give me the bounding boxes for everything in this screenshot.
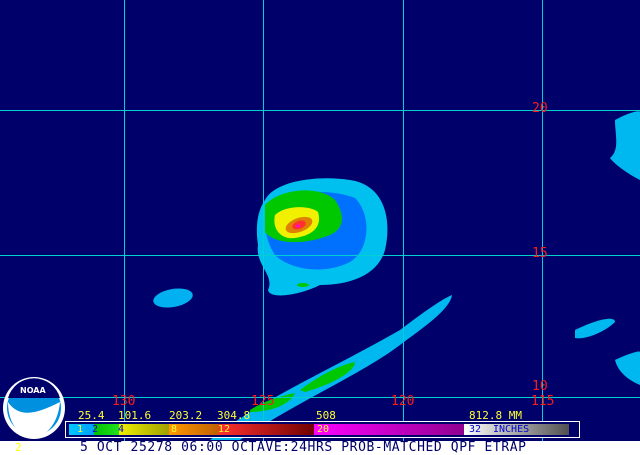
legend-inch-label: 4 [118,424,125,435]
lat-lon-grid [0,0,640,441]
legend-inch-label: 2 [92,424,99,435]
legend-mm-label: 203.2 [169,409,203,422]
precip-patch [610,111,640,180]
storm-system [256,178,388,296]
legend-inch-label: 1 [77,424,84,435]
legend-inch-label: 32 [469,424,482,435]
legend-mm-label: 812.8 MM [469,409,522,422]
lon-label: 125 [251,394,275,409]
color-scale [69,424,569,435]
legend-mm-label: 25.4 [78,409,105,422]
legend-units-label: INCHES [493,424,530,435]
noaa-logo [3,377,65,439]
legend-mm-label: 101.6 [118,409,152,422]
frame-number: 2 [15,441,22,454]
lon-label: 120 [391,394,415,409]
legend-mm-label: 304.8 [217,409,251,422]
legend-inch-label: 8 [171,424,178,435]
lon-label: 115 [531,394,555,409]
legend-inch-label: 20 [317,424,330,435]
caption-bar: 2 5 OCT 25278 06:00 OCTAVE:24HRS PROB-MA… [0,441,640,455]
lat-label: 10 [532,379,548,394]
legend-mm-label: 508 [316,409,336,422]
legend-inch-label: 12 [218,424,231,435]
noaa-logo-text: NOAA [20,386,46,395]
lat-label: 20 [532,101,548,116]
lon-label: 130 [112,394,136,409]
caption-text: 5 OCT 25278 06:00 OCTAVE:24HRS PROB-MATC… [80,440,527,455]
precip-patch [153,288,193,308]
lat-label: 15 [532,246,548,261]
